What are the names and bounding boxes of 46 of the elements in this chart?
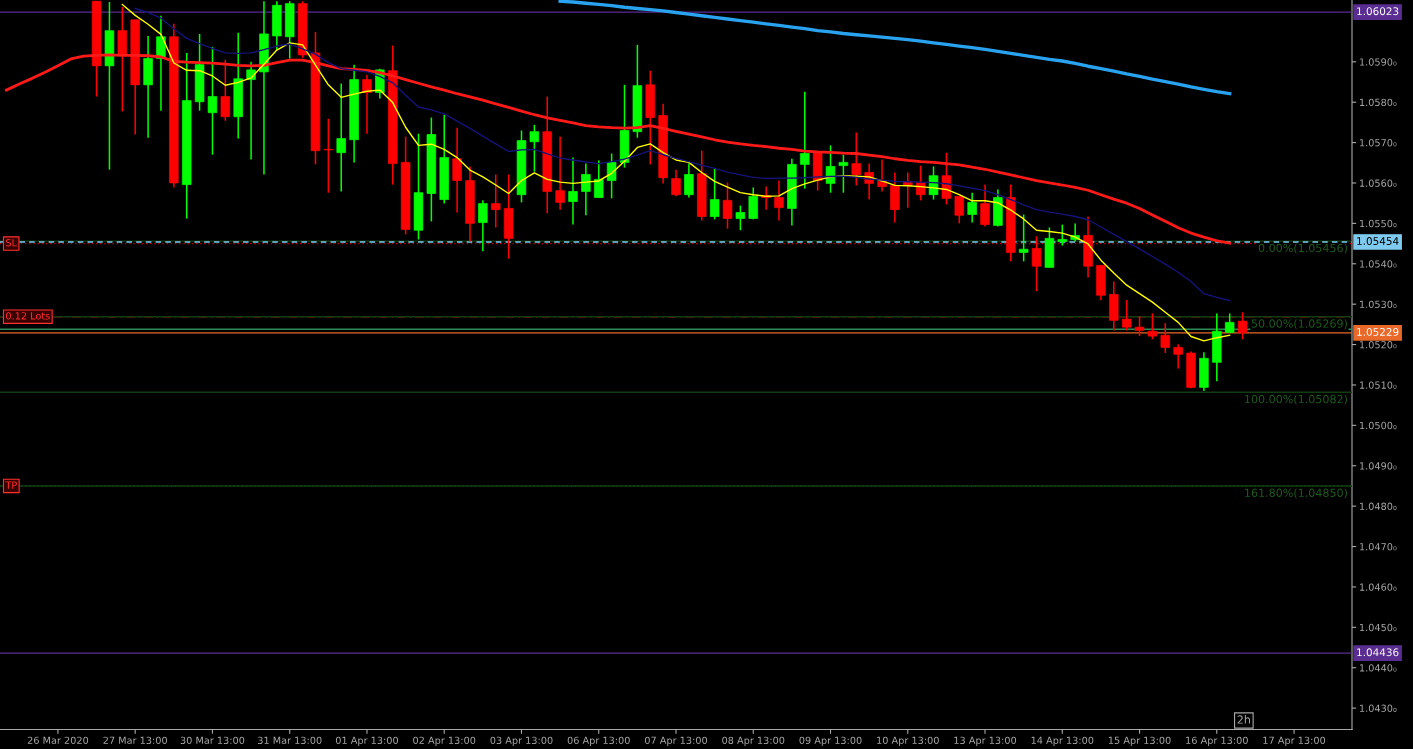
- ref-line-label: 1.06023: [1357, 7, 1399, 16]
- y-tick-label: 1.0560₀: [1360, 179, 1397, 187]
- x-tick-label: 06 Apr 13:00: [567, 736, 630, 746]
- x-tick-label: 01 Apr 13:00: [335, 736, 399, 746]
- y-tick-label: 1.0480₀: [1360, 502, 1397, 510]
- ref-line-label: 0.12 Lots: [6, 312, 50, 320]
- y-tick-label: 1.0530₀: [1360, 300, 1397, 308]
- x-tick-label: 09 Apr 13:00: [799, 736, 862, 746]
- y-tick-label: 1.0570₀: [1360, 139, 1397, 147]
- y-tick-label: 1.0430₀: [1360, 704, 1397, 712]
- ref-line-label: 1.05229: [1357, 327, 1399, 336]
- x-tick-label: 02 Apr 13:00: [413, 736, 476, 746]
- ref-line-label: 50.00%(1.05269): [1251, 319, 1347, 330]
- ref-line-label: 161.80%(1.04850): [1245, 488, 1347, 499]
- y-tick-label: 1.0450₀: [1360, 623, 1397, 632]
- x-tick-label: 31 Mar 13:00: [258, 736, 322, 744]
- ref-line-label: 1.05454: [1357, 237, 1399, 245]
- y-tick-label: 1.0540₀: [1360, 260, 1397, 268]
- x-tick-label: 30 Mar 13:00: [180, 736, 245, 744]
- y-tick-label: 1.0550₀: [1360, 219, 1397, 228]
- y-tick-label: 1.0580₀: [1360, 98, 1397, 107]
- ref-line-label: SL: [6, 239, 17, 247]
- y-tick-label: 1.0470₀: [1360, 543, 1397, 551]
- x-tick-label: 27 Mar 13:00: [103, 736, 168, 744]
- y-tick-label: 1.0490₀: [1360, 462, 1397, 470]
- y-tick-label: 1.0500₀: [1360, 421, 1397, 430]
- y-tick-label: 1.0460₀: [1360, 583, 1397, 591]
- y-tick-label: 1.0520₀: [1360, 341, 1397, 349]
- x-tick-label: 07 Apr 13:00: [644, 736, 708, 746]
- x-tick-label: 17 Apr 13:00: [1263, 736, 1326, 746]
- x-tick-label: 14 Apr 13:00: [1031, 736, 1094, 746]
- x-tick-label: 03 Apr 13:00: [490, 736, 553, 746]
- x-tick-label: 08 Apr 13:00: [722, 736, 785, 746]
- ref-line-label: TP: [5, 481, 17, 489]
- ref-line-label: 0.00%(1.05456): [1258, 243, 1347, 254]
- annotation: 2h: [1237, 715, 1250, 724]
- ref-line-label: 100.00%(1.05082): [1245, 394, 1347, 405]
- ref-line-label: 1.04436: [1357, 648, 1399, 657]
- x-tick-label: 26 Mar 2020: [27, 736, 89, 744]
- y-tick-label: 1.0590₀: [1360, 58, 1397, 66]
- x-tick-label: 16 Apr 13:00: [1186, 736, 1248, 746]
- x-tick-label: 10 Apr 13:00: [877, 736, 939, 746]
- x-tick-label: 15 Apr 13:00: [1108, 736, 1171, 746]
- y-tick-label: 1.0440₀: [1360, 664, 1397, 672]
- y-tick-label: 1.0510₀: [1360, 381, 1397, 389]
- x-tick-label: 13 Apr 13:00: [954, 736, 1017, 746]
